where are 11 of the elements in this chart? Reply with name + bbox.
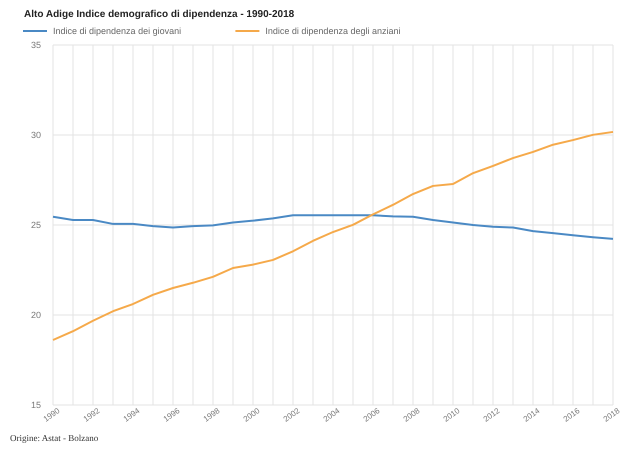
legend-label: Indice di dipendenza degli anziani	[265, 26, 401, 36]
y-tick-label: 30	[30, 130, 41, 140]
line-series	[52, 130, 614, 342]
line-series	[52, 214, 614, 240]
legend-label: Indice di dipendenza dei giovani	[53, 26, 182, 36]
chart-title: Alto Adige Indice demografico di dipendenza - 1990-2018	[24, 9, 295, 20]
y-tick-label: 15	[30, 400, 41, 410]
y-tick-label: 25	[30, 220, 41, 230]
y-tick-label: 35	[30, 40, 41, 50]
text: Origine: Astat - Bolzano	[10, 433, 99, 443]
y-tick-label: 20	[30, 310, 41, 320]
